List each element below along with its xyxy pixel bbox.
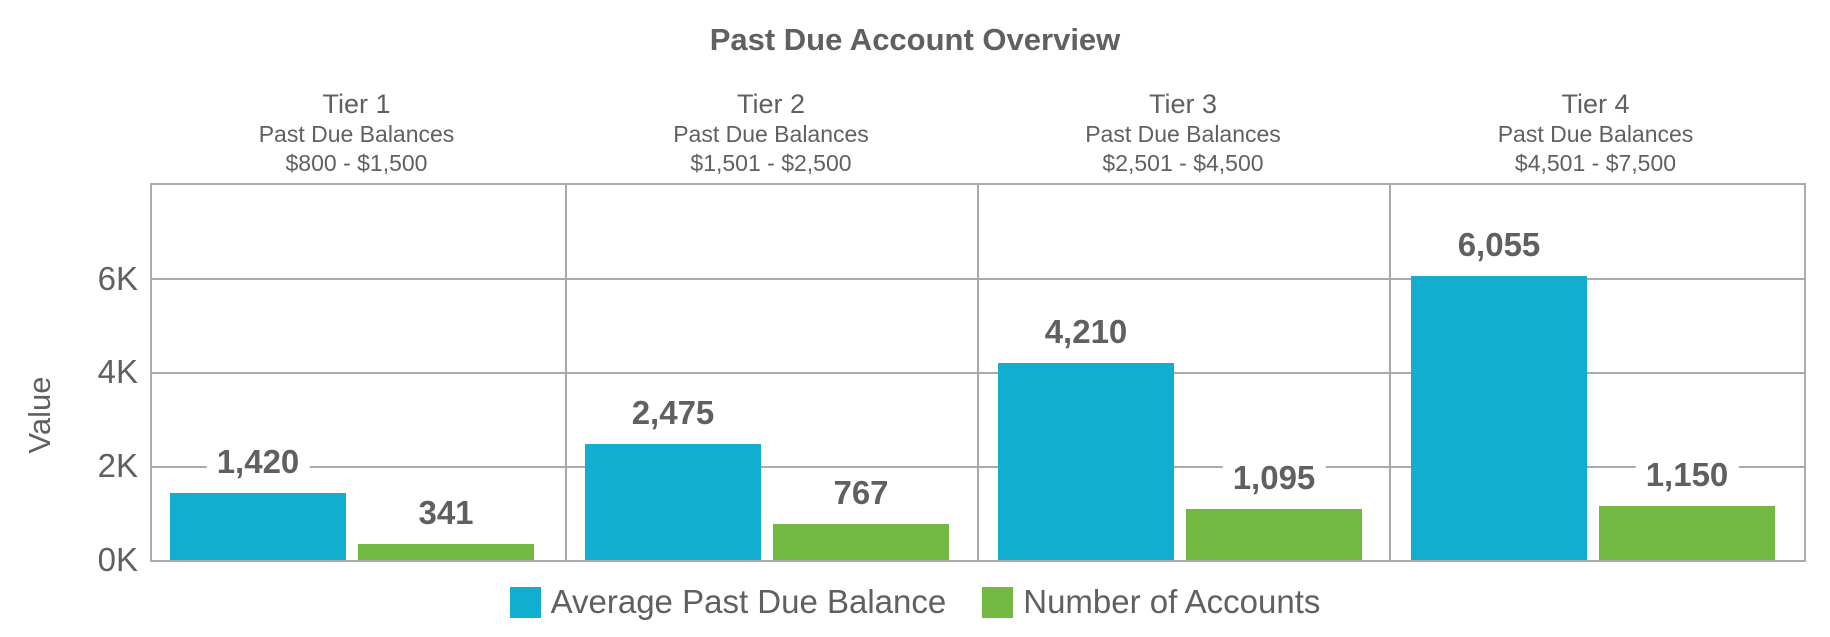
tier-2-name: Tier 2 bbox=[736, 89, 805, 119]
legend-item-number-of-accounts[interactable]: Number of Accounts bbox=[982, 583, 1320, 621]
bar-average-balance-tier-1[interactable] bbox=[170, 493, 346, 560]
bar-number-of-accounts-tier-3[interactable] bbox=[1186, 509, 1362, 560]
y-tick-6k: 6K bbox=[97, 260, 138, 297]
data-label-average-balance-tier-1: 1,420 bbox=[206, 443, 310, 481]
data-label-number-of-accounts-tier-4: 1,150 bbox=[1635, 456, 1739, 494]
bar-average-balance-tier-2[interactable] bbox=[585, 444, 761, 560]
y-axis-label: Value bbox=[22, 376, 57, 454]
y-tick-0k: 0K bbox=[97, 541, 138, 578]
data-label-average-balance-tier-3: 4,210 bbox=[1034, 313, 1138, 351]
tier-divider-1 bbox=[565, 185, 567, 560]
tier-1-name: Tier 1 bbox=[322, 89, 391, 119]
tier-divider-2 bbox=[977, 185, 979, 560]
data-label-average-balance-tier-4: 6,055 bbox=[1447, 226, 1551, 264]
legend: Average Past Due Balance Number of Accou… bbox=[0, 583, 1830, 621]
y-tick-4k: 4K bbox=[97, 353, 138, 390]
tier-4-subtitle: Past Due Balances bbox=[1497, 121, 1694, 147]
data-label-average-balance-tier-2: 2,475 bbox=[621, 394, 725, 432]
legend-label-number-of-accounts: Number of Accounts bbox=[1023, 583, 1321, 620]
data-label-number-of-accounts-tier-2: 767 bbox=[823, 474, 899, 512]
tier-2-subtitle: Past Due Balances bbox=[673, 121, 869, 147]
tier-3-header: Tier 3 Past Due Balances $2,501 - $4,500 bbox=[977, 88, 1389, 178]
data-label-number-of-accounts-tier-3: 1,095 bbox=[1222, 459, 1326, 497]
legend-label-average-balance: Average Past Due Balance bbox=[550, 583, 947, 620]
tier-3-subtitle: Past Due Balances bbox=[1085, 121, 1281, 147]
legend-item-average-balance[interactable]: Average Past Due Balance bbox=[509, 583, 947, 621]
bar-number-of-accounts-tier-2[interactable] bbox=[773, 524, 949, 560]
tier-3-range: $2,501 - $4,500 bbox=[1102, 150, 1264, 176]
data-label-number-of-accounts-tier-1: 341 bbox=[408, 494, 484, 532]
tier-4-range: $4,501 - $7,500 bbox=[1514, 150, 1677, 176]
tier-3-name: Tier 3 bbox=[1148, 89, 1217, 119]
plot-area: 1,420 341 2,475 767 4,210 1,095 6,055 1,150 bbox=[150, 183, 1806, 562]
bar-average-balance-tier-3[interactable] bbox=[998, 363, 1174, 560]
chart-title: Past Due Account Overview bbox=[709, 22, 1121, 57]
tier-2-range: $1,501 - $2,500 bbox=[690, 150, 852, 176]
bar-number-of-accounts-tier-1[interactable] bbox=[358, 544, 534, 560]
legend-swatch-blue-icon bbox=[509, 586, 541, 618]
tier-4-header: Tier 4 Past Due Balances $4,501 - $7,500 bbox=[1389, 88, 1802, 178]
y-tick-2k: 2K bbox=[97, 447, 138, 484]
tier-1-subtitle: Past Due Balances bbox=[258, 121, 455, 147]
tier-1-header: Tier 1 Past Due Balances $800 - $1,500 bbox=[150, 88, 563, 178]
tier-4-name: Tier 4 bbox=[1561, 89, 1630, 119]
tier-2-header: Tier 2 Past Due Balances $1,501 - $2,500 bbox=[565, 88, 977, 178]
tier-divider-3 bbox=[1389, 185, 1391, 560]
legend-swatch-green-icon bbox=[982, 586, 1014, 618]
tier-1-range: $800 - $1,500 bbox=[285, 150, 428, 176]
bar-average-balance-tier-4[interactable] bbox=[1411, 276, 1587, 560]
bar-number-of-accounts-tier-4[interactable] bbox=[1599, 506, 1775, 560]
